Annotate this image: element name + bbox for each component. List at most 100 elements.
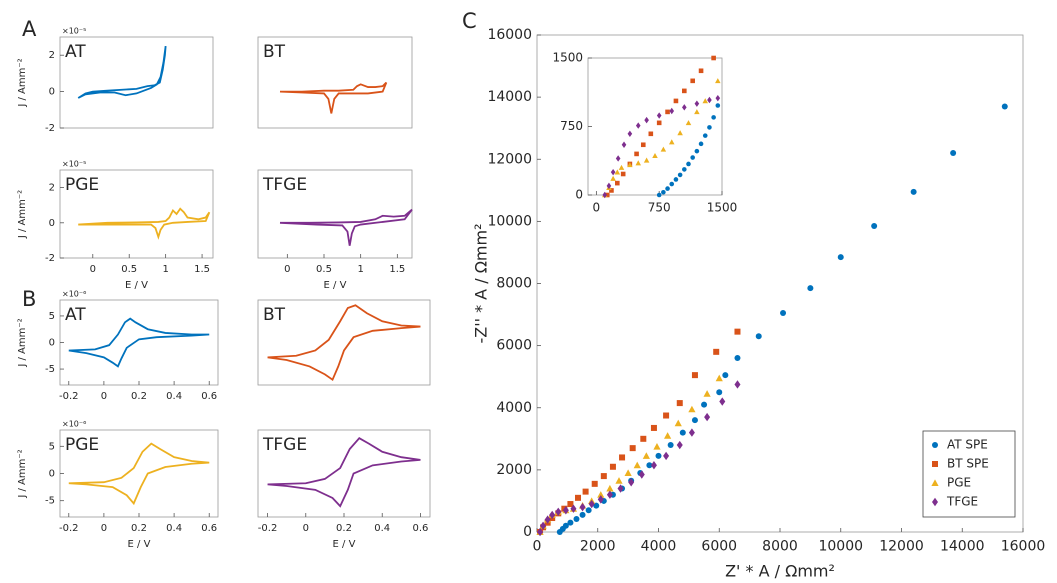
data-point xyxy=(673,177,679,182)
x-tick-label: 750 xyxy=(648,200,671,214)
y-exponent: ×10⁻⁵ xyxy=(62,160,86,169)
x-tick-label: -0.2 xyxy=(258,523,278,534)
data-point xyxy=(652,152,658,159)
data-point xyxy=(567,519,574,526)
y-axis-label: J / Amm⁻² xyxy=(17,449,28,498)
y-axis-label: J / Amm⁻² xyxy=(17,58,28,107)
data-point xyxy=(640,435,647,442)
x-tick-label: 0 xyxy=(101,523,107,534)
data-point xyxy=(690,155,695,160)
y-tick-label: 0 xyxy=(49,87,55,98)
data-point xyxy=(600,473,607,480)
data-point xyxy=(628,478,635,487)
y-tick-label: -2 xyxy=(45,123,55,134)
y-tick-label: 5 xyxy=(49,441,55,452)
y-tick-label: 8000 xyxy=(496,276,532,292)
data-point xyxy=(713,348,720,355)
y-tick-label: 2000 xyxy=(496,462,532,478)
data-point xyxy=(691,372,698,379)
data-point xyxy=(679,429,686,436)
data-point xyxy=(644,116,649,124)
x-tick-label: 16000 xyxy=(1001,539,1046,555)
data-point xyxy=(634,151,639,157)
data-point xyxy=(674,419,682,427)
data-point xyxy=(682,167,687,172)
y-tick-label: 0 xyxy=(523,524,532,540)
x-tick-label: 0.2 xyxy=(131,391,147,402)
cv-curve xyxy=(78,207,211,240)
data-point xyxy=(562,506,569,515)
data-point xyxy=(677,130,683,136)
data-point xyxy=(575,494,582,501)
x-tick-label: 0.2 xyxy=(336,523,352,534)
x-axis-label: Z' * A / Ωmm² xyxy=(725,562,835,581)
y-tick-label: 10000 xyxy=(487,213,532,229)
x-tick-label: 1.5 xyxy=(389,264,405,275)
data-point xyxy=(707,96,712,104)
y-tick-label: 16000 xyxy=(487,27,532,43)
data-point xyxy=(591,480,598,487)
x-tick-label: 0 xyxy=(284,264,290,275)
data-point xyxy=(640,142,646,148)
data-point xyxy=(633,461,641,469)
y-tick-label: 5 xyxy=(49,311,55,322)
y-exponent: ×10⁻⁶ xyxy=(62,420,86,429)
x-tick-label: 0 xyxy=(101,391,107,402)
x-tick-label: 10000 xyxy=(818,539,863,555)
data-point xyxy=(656,112,662,119)
y-tick-label: 2 xyxy=(49,183,55,194)
panel-name: AT xyxy=(65,42,86,62)
data-point xyxy=(715,78,721,84)
panel-name: PGE xyxy=(65,175,99,195)
data-point xyxy=(606,484,614,492)
legend-label: AT SPE xyxy=(947,438,988,452)
panel-name: TFGE xyxy=(262,435,307,455)
y-exponent: ×10⁻⁵ xyxy=(62,27,86,36)
x-axis-label: E / V xyxy=(333,539,356,550)
data-point xyxy=(635,122,641,129)
y-tick-label: 750 xyxy=(560,119,583,133)
data-point xyxy=(694,109,700,115)
data-point xyxy=(619,454,626,461)
cv-curve xyxy=(77,45,167,99)
data-point xyxy=(950,150,957,157)
data-point xyxy=(656,192,662,198)
data-point xyxy=(585,507,592,514)
plot-frame xyxy=(59,36,214,129)
data-point xyxy=(646,462,653,469)
data-point xyxy=(691,417,698,424)
data-point xyxy=(711,115,716,120)
data-point xyxy=(643,157,650,163)
data-point xyxy=(1001,103,1008,110)
data-point xyxy=(620,171,626,177)
data-point xyxy=(667,442,674,449)
x-tick-label: 0 xyxy=(303,523,309,534)
data-point xyxy=(663,412,670,419)
data-point xyxy=(722,372,729,379)
panel-name: AT xyxy=(65,305,86,325)
cv-curve xyxy=(279,81,388,114)
x-tick-label: 0.2 xyxy=(131,523,147,534)
data-point xyxy=(642,452,650,459)
data-point xyxy=(688,405,696,413)
data-point xyxy=(702,133,708,138)
panel-name: BT xyxy=(263,305,286,325)
data-point xyxy=(676,400,683,407)
data-point xyxy=(567,501,574,508)
legend-label: TFGE xyxy=(946,495,978,509)
y-tick-label: 0 xyxy=(49,218,55,229)
x-tick-label: 1.5 xyxy=(194,264,210,275)
plot-frame xyxy=(257,429,431,518)
plot-frame xyxy=(587,57,723,196)
data-point xyxy=(664,432,672,439)
data-point xyxy=(719,397,726,406)
data-point xyxy=(579,502,586,512)
data-point xyxy=(555,507,562,517)
data-point xyxy=(570,504,577,513)
y-tick-label: -5 xyxy=(45,496,55,507)
y-tick-label: -2 xyxy=(45,253,55,264)
data-point xyxy=(665,186,670,191)
y-tick-label: 0 xyxy=(49,338,55,349)
data-point xyxy=(690,78,695,84)
data-point xyxy=(621,141,627,148)
